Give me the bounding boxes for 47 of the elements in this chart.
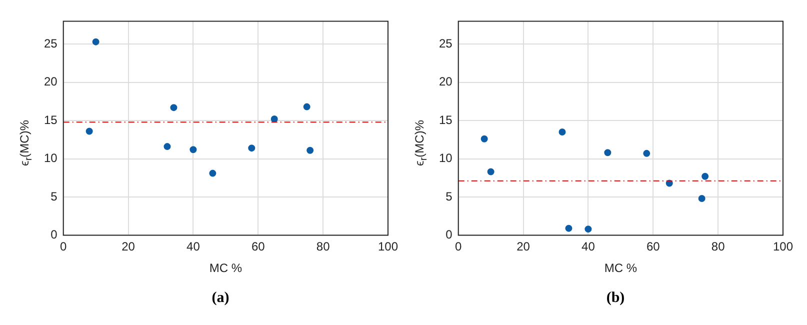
y-tick-label: 5 [50,189,58,204]
text: (a) [210,290,230,307]
x-tick-label: 40 [186,240,200,254]
point [480,135,488,142]
point [565,224,572,232]
x-tick-label: 100 [772,240,794,254]
point [209,170,216,177]
point [604,149,612,156]
y-tick-label: 10 [44,151,58,166]
x-tick-label: 60 [646,240,660,254]
x-tick-label: 80 [316,240,330,254]
y-tick-label: 5 [446,189,453,204]
y-tick-label: 0 [446,228,453,242]
x-tick-label: 60 [251,240,266,254]
x-tick-label: 0 [455,240,462,254]
x-tick-label: 20 [122,240,136,254]
point [303,103,310,110]
point [270,116,278,123]
y-tick-label: 15 [438,112,453,127]
point [487,168,494,176]
text: (b) [605,290,626,307]
point [643,150,650,157]
point [584,226,592,233]
y-tick-label: 10 [438,151,453,166]
point [306,146,314,154]
point [248,144,256,152]
y-tick-label: 20 [44,74,58,89]
y-tick-label: 25 [438,36,453,50]
y-tick-label: 0 [50,228,58,242]
x-tick-label: 40 [582,240,596,254]
y-tick-label: 20 [438,74,453,89]
x-tick-label: 20 [516,240,530,254]
point [86,128,93,135]
x-tick-label: 80 [711,240,726,254]
point [702,172,709,180]
point [164,143,171,150]
y-tick-label: 25 [44,36,58,50]
y-tick-label: 15 [44,112,58,127]
x-tick-label: 100 [378,240,398,254]
x-tick-label: 0 [60,240,68,254]
point [190,146,197,154]
x-axis-title: MC % [209,261,242,276]
point [698,195,706,202]
point [92,38,100,46]
x-axis-title: MC % [604,261,638,276]
point [558,128,566,136]
point [170,104,178,112]
